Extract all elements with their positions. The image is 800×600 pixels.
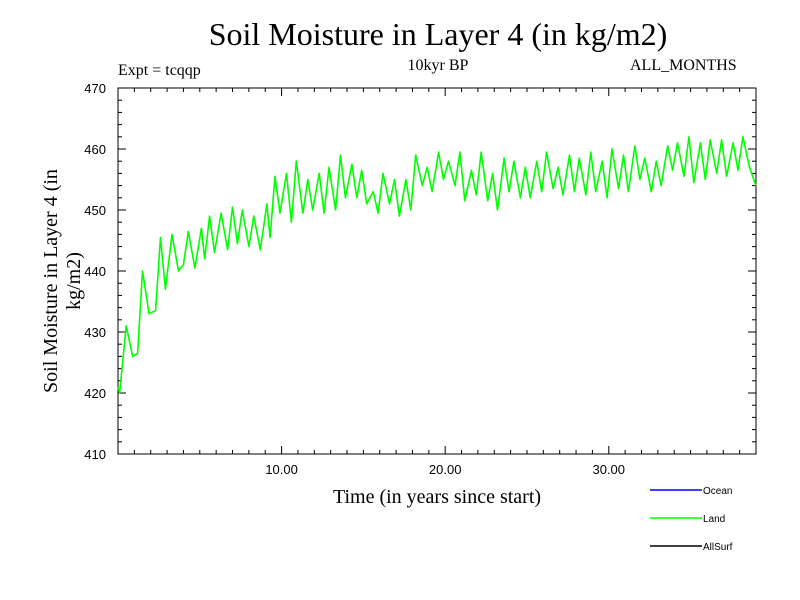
chart-title: Soil Moisture in Layer 4 (in kg/m2) (208, 16, 668, 52)
months-label: ALL_MONTHS (630, 57, 737, 74)
legend-label-ocean: Ocean (703, 486, 732, 497)
y-tick-label: 430 (84, 325, 106, 340)
y-tick-label: 470 (84, 81, 106, 96)
legend-label-land: Land (703, 514, 725, 525)
x-tick-label: 20.00 (429, 462, 462, 477)
chart-subtitle: 10kyr BP (407, 57, 469, 74)
series-line-land (117, 136, 757, 394)
x-tick-label: 10.00 (265, 462, 298, 477)
y-tick-label: 440 (84, 264, 106, 279)
y-tick-label: 450 (84, 203, 106, 218)
y-tick-label: 410 (84, 447, 106, 462)
x-axis-label: Time (in years since start) (332, 486, 542, 508)
experiment-label: Expt = tcqqp (118, 62, 201, 79)
x-tick-label: 30.00 (592, 462, 625, 477)
y-tick-label: 460 (84, 142, 106, 157)
plot-frame (117, 87, 757, 455)
legend-label-allsurf: AllSurf (703, 542, 733, 553)
y-tick-label: 420 (84, 386, 106, 401)
